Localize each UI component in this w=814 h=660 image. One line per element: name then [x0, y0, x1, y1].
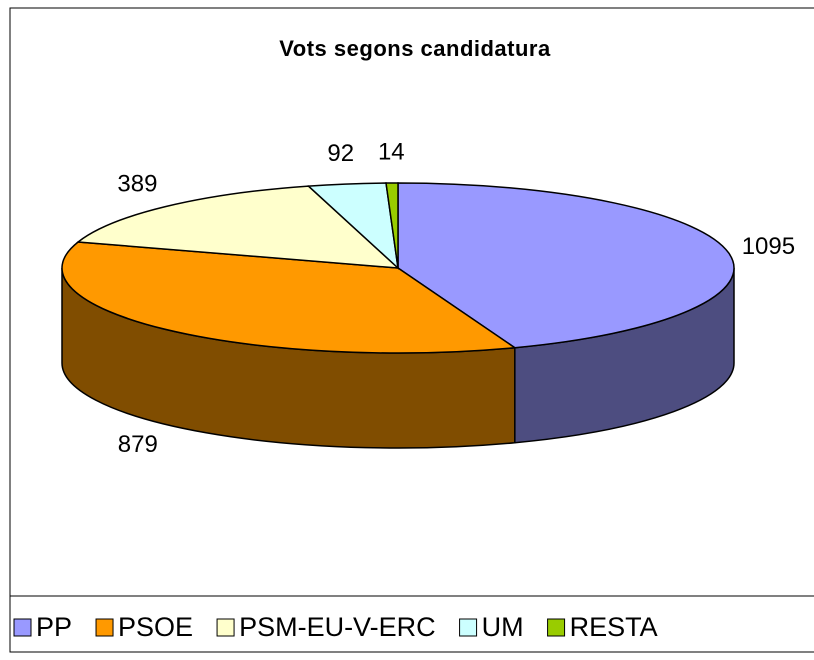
chart-title: Vots segons candidatura	[279, 36, 551, 61]
legend-swatch	[95, 618, 114, 637]
legend-swatch	[459, 618, 478, 637]
value-label: 879	[118, 431, 158, 458]
slice	[397, 182, 735, 349]
slice	[385, 182, 399, 269]
value-label: 92	[327, 140, 354, 167]
legend-label: PP	[36, 612, 72, 642]
legend-label: RESTA	[570, 612, 658, 642]
slice	[61, 241, 517, 354]
legend-swatch	[216, 618, 235, 637]
legend-label: PSM-EU-V-ERC	[239, 612, 436, 642]
legend-label: PSOE	[118, 612, 193, 642]
legend-swatch	[547, 618, 566, 637]
value-label: 14	[378, 139, 405, 166]
legend-swatch	[13, 618, 32, 637]
legend-label: UM	[482, 612, 524, 642]
value-label: 389	[117, 171, 157, 198]
slice	[76, 185, 401, 269]
value-label: 1095	[742, 233, 795, 260]
